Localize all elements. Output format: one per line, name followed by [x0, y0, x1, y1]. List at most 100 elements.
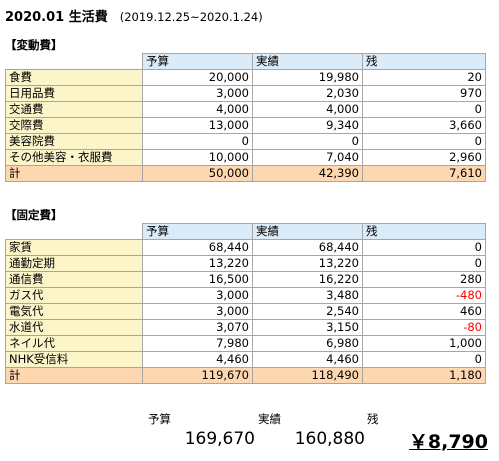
budget-cell: 13,000	[142, 117, 253, 134]
category-cell: ネイル代	[5, 335, 143, 352]
rest-cell: 0	[362, 255, 486, 272]
variable-cost-table: 予算 実績残食費 20,000 19,980 20 日用品費 3,000 2,030 970 交通…	[5, 53, 486, 182]
actual-cell: 3,480	[252, 287, 363, 304]
table-row: ガス代 3,000 3,480 -480	[5, 287, 486, 304]
total-row: 計 119,670 118,490 1,180	[5, 367, 486, 384]
rest-cell: 7,610	[362, 165, 486, 182]
actual-cell: 2,540	[252, 303, 363, 320]
category-cell: 家賃	[5, 239, 143, 256]
table-row: 美容院費 0 0 0	[5, 133, 486, 150]
budget-cell: 3,000	[142, 85, 253, 102]
rest-cell: 3,660	[362, 117, 486, 134]
budget-cell: 16,500	[142, 271, 253, 288]
actual-cell: 16,220	[252, 271, 363, 288]
category-cell: NHK受信料	[5, 351, 143, 368]
summary-budget-label: 予算	[148, 412, 171, 426]
actual-cell: 4,460	[252, 351, 363, 368]
rest-cell: 0	[362, 101, 486, 118]
actual-cell: 6,980	[252, 335, 363, 352]
period-label: (2019.12.25~2020.1.24)	[119, 10, 263, 24]
fixed-section-label: 【固定費】	[5, 208, 63, 222]
category-cell: 日用品費	[5, 85, 143, 102]
rest-cell: 1,000	[362, 335, 486, 352]
actual-cell: 68,440	[252, 239, 363, 256]
total-row: 計 50,000 42,390 7,610	[5, 165, 486, 182]
budget-cell: 13,220	[142, 255, 253, 272]
category-cell: 水道代	[5, 319, 143, 336]
header-actual: 実績	[252, 53, 363, 70]
actual-cell: 0	[252, 133, 363, 150]
header-row: 予算 実績残	[5, 223, 486, 240]
actual-cell: 13,220	[252, 255, 363, 272]
rest-cell: 2,960	[362, 149, 486, 166]
actual-cell: 4,000	[252, 101, 363, 118]
sheet-title: 2020.01 生活費 (2019.12.25~2020.1.24)	[5, 10, 263, 25]
header-budget: 予算	[142, 223, 253, 240]
table-row: その他美容・衣服費 10,000 7,040 2,960	[5, 149, 486, 166]
rest-cell: 0	[362, 133, 486, 150]
summary-rest-label: 残	[367, 412, 379, 426]
rest-cell: -480	[362, 287, 486, 304]
category-cell: 交際費	[5, 117, 143, 134]
summary-budget-value: 169,670	[184, 429, 255, 449]
header-corner	[5, 223, 143, 240]
category-cell: その他美容・衣服費	[5, 149, 143, 166]
header-rest: 残	[362, 223, 486, 240]
header-rest: 残	[362, 53, 486, 70]
table-row: 電気代 3,000 2,540 460	[5, 303, 486, 320]
table-row: 家賃 68,440 68,440 0	[5, 239, 486, 256]
table-row: NHK受信料 4,460 4,460 0	[5, 351, 486, 368]
actual-cell: 42,390	[252, 165, 363, 182]
category-cell: 電気代	[5, 303, 143, 320]
table-row: 水道代 3,070 3,150 -80	[5, 319, 486, 336]
budget-cell: 10,000	[142, 149, 253, 166]
budget-cell: 3,070	[142, 319, 253, 336]
budget-cell: 119,670	[142, 367, 253, 384]
rest-cell: 20	[362, 69, 486, 86]
rest-cell: -80	[362, 319, 486, 336]
actual-cell: 3,150	[252, 319, 363, 336]
rest-cell: 280	[362, 271, 486, 288]
category-cell: ガス代	[5, 287, 143, 304]
header-corner	[5, 53, 143, 70]
summary-rest-value: ￥8,790	[408, 431, 488, 453]
rest-cell: 460	[362, 303, 486, 320]
table-row: ネイル代 7,980 6,980 1,000	[5, 335, 486, 352]
actual-cell: 7,040	[252, 149, 363, 166]
budget-cell: 3,000	[142, 303, 253, 320]
category-cell: 通勤定期	[5, 255, 143, 272]
budget-cell: 4,000	[142, 101, 253, 118]
actual-cell: 19,980	[252, 69, 363, 86]
category-cell: 計	[5, 165, 143, 182]
actual-cell: 2,030	[252, 85, 363, 102]
category-cell: 美容院費	[5, 133, 143, 150]
budget-cell: 20,000	[142, 69, 253, 86]
fixed-cost-table: 予算 実績残家賃 68,440 68,440 0 通勤定期 13,220 13,220 0 通信費…	[5, 223, 486, 384]
category-cell: 計	[5, 367, 143, 384]
table-row: 交際費 13,000 9,340 3,660	[5, 117, 486, 134]
table-row: 通信費 16,500 16,220 280	[5, 271, 486, 288]
header-budget: 予算	[142, 53, 253, 70]
category-cell: 食費	[5, 69, 143, 86]
rest-cell: 1,180	[362, 367, 486, 384]
actual-cell: 9,340	[252, 117, 363, 134]
budget-cell: 7,980	[142, 335, 253, 352]
table-row: 日用品費 3,000 2,030 970	[5, 85, 486, 102]
category-cell: 通信費	[5, 271, 143, 288]
budget-cell: 3,000	[142, 287, 253, 304]
rest-cell: 0	[362, 351, 486, 368]
rest-cell: 970	[362, 85, 486, 102]
summary-actual-value: 160,880	[294, 429, 365, 449]
header-row: 予算 実績残	[5, 53, 486, 70]
table-row: 食費 20,000 19,980 20	[5, 69, 486, 86]
category-cell: 交通費	[5, 101, 143, 118]
budget-cell: 50,000	[142, 165, 253, 182]
budget-cell: 68,440	[142, 239, 253, 256]
rest-cell: 0	[362, 239, 486, 256]
header-actual: 実績	[252, 223, 363, 240]
variable-section-label: 【変動費】	[5, 38, 63, 52]
budget-cell: 4,460	[142, 351, 253, 368]
table-row: 交通費 4,000 4,000 0	[5, 101, 486, 118]
table-row: 通勤定期 13,220 13,220 0	[5, 255, 486, 272]
budget-cell: 0	[142, 133, 253, 150]
